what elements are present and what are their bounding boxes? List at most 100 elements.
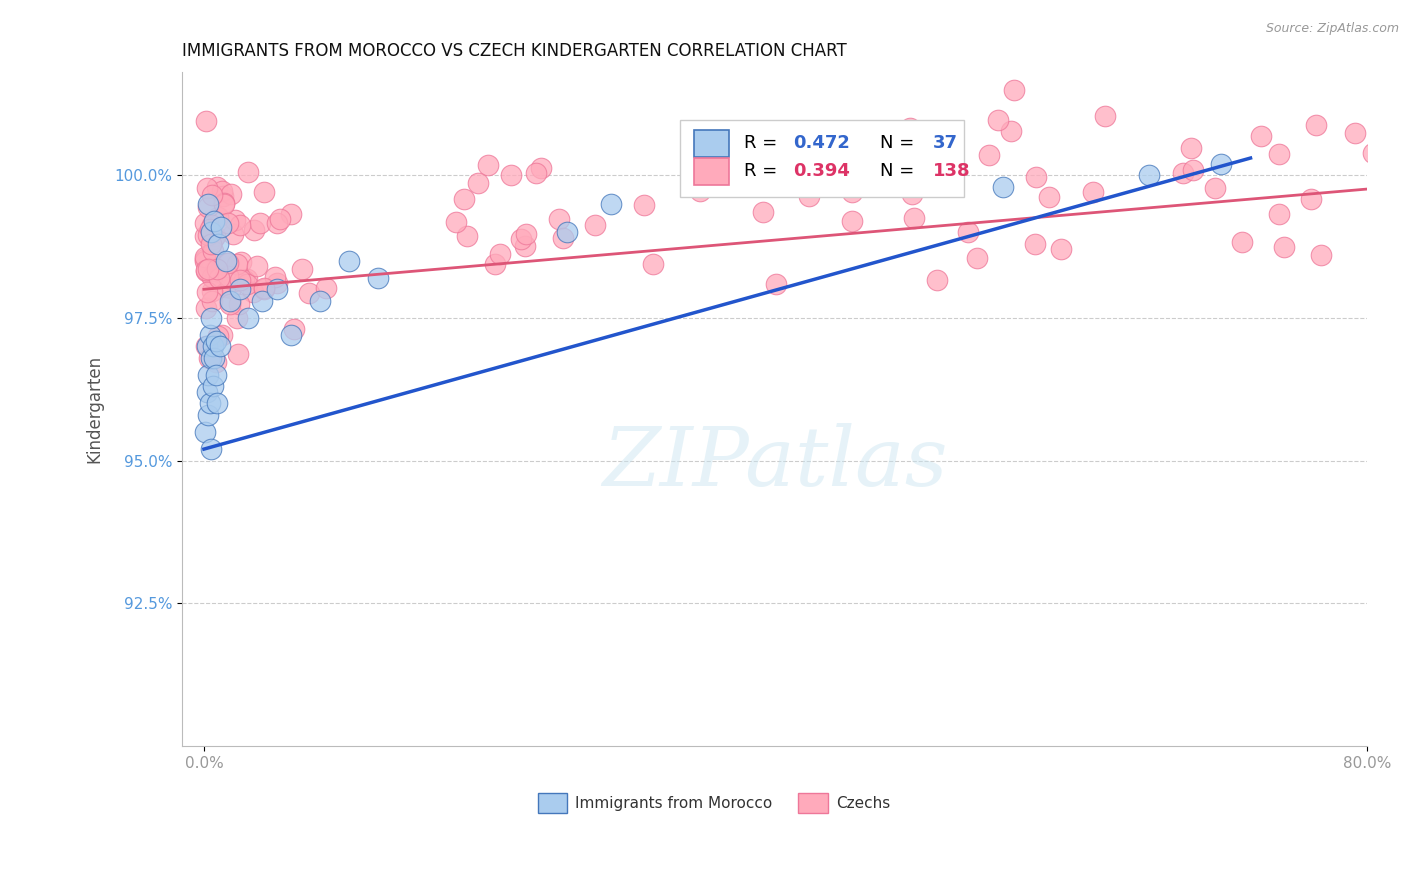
Point [202,214,225,228]
Point [966,251,988,265]
Point [197,200,219,214]
Point [198,396,221,410]
Point [201,232,224,246]
Point [195,263,218,277]
Point [201,224,224,238]
Point [600,196,623,211]
Point [367,271,389,285]
Point [283,322,305,336]
Y-axis label: Kindergarten: Kindergarten [86,355,103,463]
Point [229,273,252,287]
Point [217,256,239,270]
Text: 138: 138 [934,162,972,180]
Point [1180,141,1202,155]
Point [226,347,249,361]
Point [194,228,217,243]
Point [484,257,506,271]
Point [204,264,226,278]
Point [1204,181,1226,195]
Point [208,270,231,285]
Point [197,228,219,243]
Point [200,310,222,325]
Point [249,216,271,230]
Point [201,269,224,284]
Point [207,236,229,251]
Point [901,187,924,202]
Text: R =: R = [744,162,783,180]
Point [1305,119,1327,133]
Text: 0.472: 0.472 [793,134,851,153]
Point [841,214,863,228]
Point [209,219,232,234]
Point [236,271,259,285]
Point [202,229,225,244]
Point [205,355,228,369]
Point [194,252,217,266]
Point [253,282,276,296]
Point [217,269,239,284]
Text: IMMIGRANTS FROM MOROCCO VS CZECH KINDERGARTEN CORRELATION CHART: IMMIGRANTS FROM MOROCCO VS CZECH KINDERG… [183,42,846,60]
Point [205,396,228,410]
Point [309,293,332,308]
Point [215,255,238,269]
Point [1094,109,1116,123]
Point [200,261,222,276]
Point [201,339,224,353]
Point [197,261,219,276]
Text: Source: ZipAtlas.com: Source: ZipAtlas.com [1265,22,1399,36]
Point [583,219,606,233]
Point [198,222,221,236]
Point [1362,145,1385,160]
Point [211,328,233,343]
Text: ZIPatlas: ZIPatlas [602,423,948,503]
Point [761,153,783,168]
Point [201,269,224,284]
Point [246,259,269,273]
Point [446,215,468,229]
Point [337,253,360,268]
Point [212,189,235,203]
Point [903,211,925,225]
Point [280,207,302,221]
FancyBboxPatch shape [695,129,730,157]
Point [195,384,218,399]
Point [217,216,239,230]
Point [1344,126,1367,140]
Point [205,261,228,276]
Point [202,351,225,365]
Point [956,225,979,239]
Point [236,310,259,325]
Point [1299,192,1322,206]
Point [222,274,245,288]
Point [200,237,222,252]
Point [280,328,302,343]
Point [253,186,276,200]
Point [557,225,579,239]
Point [231,255,253,269]
Point [1000,124,1022,138]
Text: 37: 37 [934,134,959,153]
Point [250,293,273,308]
Point [205,179,228,194]
Point [530,161,553,175]
Point [1024,236,1046,251]
Point [232,273,254,287]
Point [641,257,664,271]
Point [219,297,242,311]
Point [903,166,925,180]
Point [489,247,512,261]
Point [1272,240,1295,254]
Point [553,231,575,245]
Point [201,218,224,232]
Point [1230,235,1253,249]
Point [266,216,288,230]
Point [266,282,288,296]
Point [224,213,246,227]
Point [242,285,264,299]
Point [201,187,224,202]
Point [1211,157,1233,171]
Point [212,196,235,211]
Point [1004,82,1026,96]
Point [194,301,217,315]
Point [197,408,219,422]
